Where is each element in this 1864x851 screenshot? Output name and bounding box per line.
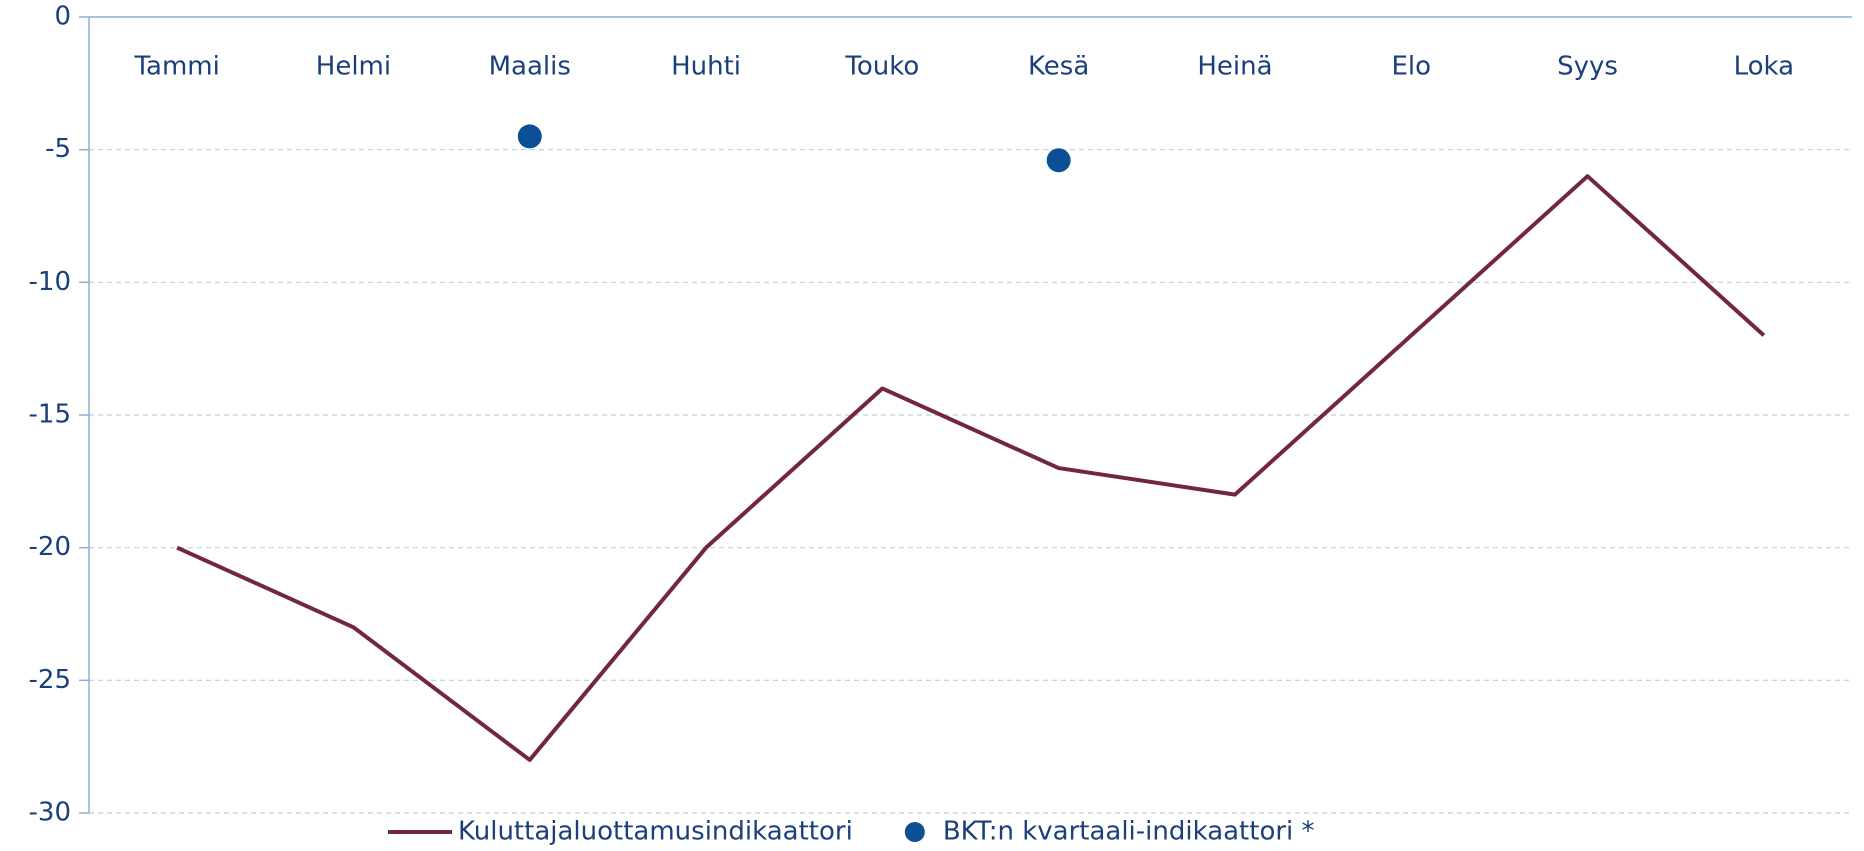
- x-tick-label: Touko: [844, 52, 919, 82]
- x-tick-label: Huhti: [671, 52, 741, 82]
- legend-label: Kuluttajaluottamusindikaattori: [458, 817, 853, 847]
- x-tick-label: Maalis: [489, 52, 571, 82]
- x-tick-label: Helmi: [316, 52, 391, 82]
- y-tick-label: -15: [29, 400, 71, 430]
- x-tick-label: Kesä: [1028, 52, 1089, 82]
- y-tick-label: -10: [29, 267, 71, 297]
- data-point: [517, 124, 542, 149]
- y-tick-label: -30: [29, 798, 71, 828]
- y-tick-label: -25: [29, 665, 71, 695]
- y-tick-label: 0: [54, 2, 71, 32]
- y-tick-label: -20: [29, 532, 71, 562]
- x-tick-label: Elo: [1391, 52, 1431, 82]
- y-tick-label: -5: [45, 134, 71, 164]
- data-line: [176, 174, 1766, 762]
- x-tick-label: Syys: [1557, 52, 1618, 82]
- legend-label: BKT:n kvartaali-indikaattori *: [943, 817, 1315, 847]
- legend-marker: [904, 822, 925, 842]
- data-point: [1046, 148, 1071, 173]
- x-tick-label: Tammi: [133, 52, 219, 82]
- x-tick-label: Loka: [1734, 52, 1794, 82]
- x-tick-label: Heinä: [1197, 52, 1272, 82]
